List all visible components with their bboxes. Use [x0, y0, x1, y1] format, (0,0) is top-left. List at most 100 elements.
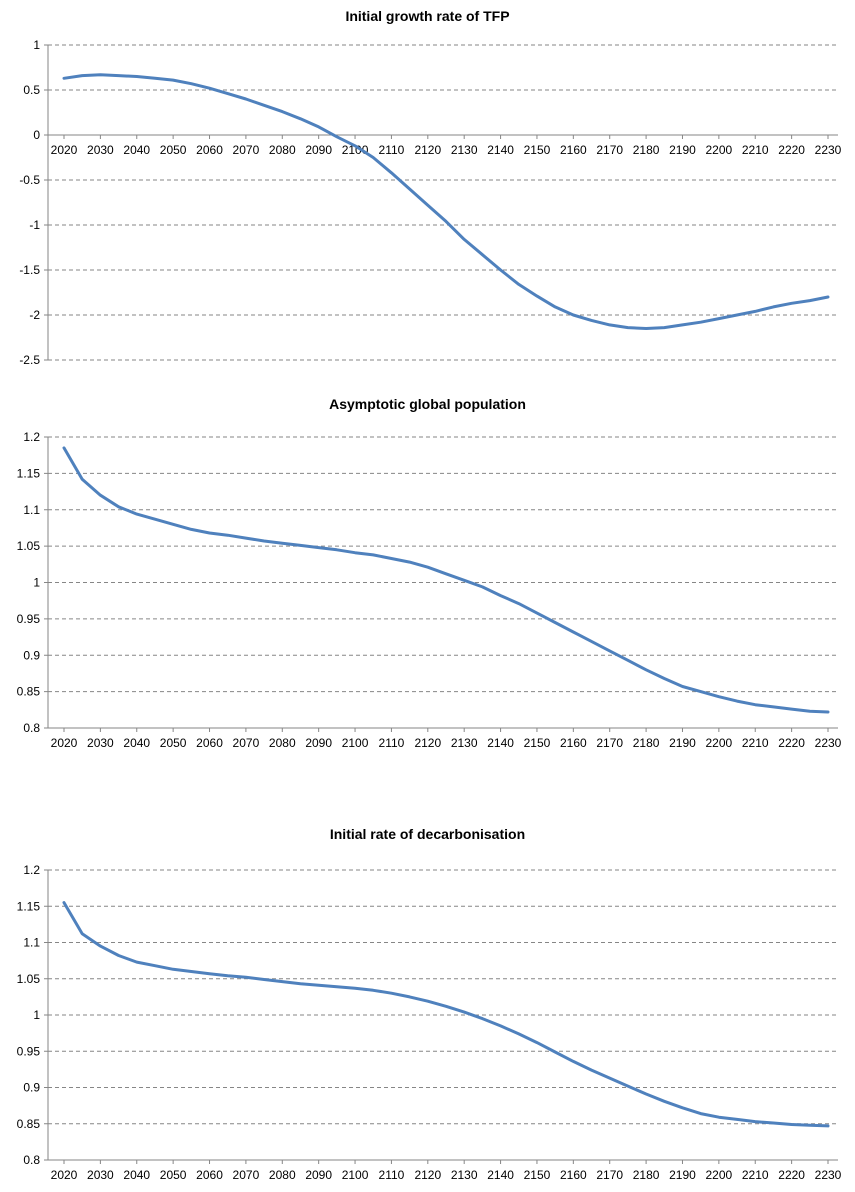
x-tick-label: 2040	[123, 143, 150, 157]
x-tick-label: 2030	[87, 1168, 114, 1182]
x-tick-label: 2190	[669, 1168, 696, 1182]
x-tick-label: 2180	[633, 1168, 660, 1182]
x-tick-label: 2110	[379, 736, 405, 750]
x-tick-label: 2210	[742, 736, 769, 750]
x-tick-label: 2120	[414, 1168, 441, 1182]
x-tick-label: 2130	[451, 143, 478, 157]
x-tick-label: 2080	[269, 143, 296, 157]
x-tick-label: 2180	[633, 736, 660, 750]
y-tick-label: 1.2	[23, 863, 40, 877]
x-tick-label: 2070	[233, 143, 260, 157]
x-tick-label: 2150	[524, 1168, 551, 1182]
x-tick-label: 2170	[596, 1168, 623, 1182]
y-tick-label: -2	[29, 308, 40, 322]
x-tick-label: 2150	[524, 736, 551, 750]
x-tick-label: 2190	[669, 736, 696, 750]
x-tick-label: 2140	[487, 143, 514, 157]
x-tick-label: 2090	[305, 736, 332, 750]
y-tick-label: 1	[33, 1008, 40, 1022]
chart-title: Asymptotic global population	[329, 396, 526, 412]
x-tick-label: 2070	[233, 1168, 260, 1182]
x-tick-label: 2220	[778, 143, 805, 157]
x-tick-label: 2020	[51, 736, 78, 750]
x-tick-label: 2140	[487, 1168, 514, 1182]
x-tick-label: 2050	[160, 736, 187, 750]
y-tick-label: 0.8	[23, 721, 40, 735]
x-tick-label: 2110	[379, 143, 405, 157]
y-tick-label: -0.5	[19, 173, 40, 187]
population-chart: 1.2 1.15 1.1 1.05 1 0.95 0.9 0.85 0.8 2020 2030 204…	[17, 430, 842, 750]
chart-panel-population: Asymptotic global population 1.2 1.15 1.1 1…	[0, 390, 855, 770]
x-tick-label: 2020	[51, 1168, 78, 1182]
x-tick-label: 2200	[706, 143, 733, 157]
y-tick-label: 0.8	[23, 1153, 40, 1167]
x-tick-label: 2200	[706, 736, 733, 750]
chart-title: Initial rate of decarbonisation	[329, 826, 526, 842]
chart-title: Initial growth rate of TFP	[345, 8, 510, 24]
x-tick-label: 2210	[742, 143, 769, 157]
series-line	[62, 901, 830, 1128]
x-tick-label: 2040	[123, 1168, 150, 1182]
y-tick-label: -1	[29, 218, 40, 232]
x-tick-label: 2210	[742, 1168, 769, 1182]
x-tick-label: 2100	[342, 736, 369, 750]
series-line	[62, 446, 830, 714]
x-tick-label: 2130	[451, 736, 478, 750]
y-tick-label: 1.2	[23, 430, 40, 444]
y-tick-label: 1.15	[17, 466, 41, 480]
x-tick-label: 2040	[123, 736, 150, 750]
x-tick-label: 2050	[160, 143, 187, 157]
x-tick-label: 2100	[342, 1168, 369, 1182]
x-tick-label: 2150	[524, 143, 551, 157]
x-tick-label: 2140	[487, 736, 514, 750]
y-tick-label: 1.1	[23, 503, 40, 517]
y-tick-label: 1.1	[23, 936, 40, 950]
y-tick-label: 1	[33, 38, 40, 52]
x-tick-label: 2130	[451, 1168, 478, 1182]
x-tick-label: 2080	[269, 736, 296, 750]
x-tick-label: 2080	[269, 1168, 296, 1182]
x-tick-label: 2060	[196, 1168, 223, 1182]
x-tick-label: 2220	[778, 1168, 805, 1182]
x-tick-label: 2230	[815, 736, 842, 750]
y-tick-label: 1.05	[17, 972, 41, 986]
chart-panel-decarbonisation: Initial rate of decarbonisation 1.2 1.15 1…	[0, 820, 855, 1192]
y-tick-label: 0.5	[23, 83, 40, 97]
tfp-chart: 1 0.5 0 -0.5 -1 -1.5 -2 -2.5 2020 2030 2040 2050 206…	[19, 38, 842, 367]
decarbonisation-chart: 1.2 1.15 1.1 1.05 1 0.95 0.9 0.85 0.8 2020 2030 204…	[17, 863, 842, 1182]
x-tick-label: 2030	[87, 143, 114, 157]
y-tick-label: 0.9	[23, 1081, 40, 1095]
y-tick-label: -2.5	[19, 353, 40, 367]
y-tick-label: 1.05	[17, 539, 41, 553]
x-tick-label: 2230	[815, 143, 842, 157]
x-tick-label: 2170	[596, 736, 623, 750]
x-tick-label: 2020	[51, 143, 78, 157]
y-tick-label: 1	[33, 576, 40, 590]
x-tick-label: 2070	[233, 736, 260, 750]
x-tick-label: 2120	[414, 736, 441, 750]
x-tick-label: 2160	[560, 143, 587, 157]
x-tick-label: 2050	[160, 1168, 187, 1182]
x-tick-label: 2060	[196, 143, 223, 157]
y-tick-label: 0.85	[17, 685, 41, 699]
x-tick-label: 2230	[815, 1168, 842, 1182]
y-tick-label: 1.15	[17, 899, 41, 913]
x-tick-label: 2220	[778, 736, 805, 750]
y-tick-label: 0.9	[23, 648, 40, 662]
y-tick-label: 0	[33, 128, 40, 142]
x-tick-label: 2090	[305, 143, 332, 157]
x-tick-label: 2110	[379, 1168, 405, 1182]
y-tick-label: 0.95	[17, 1044, 41, 1058]
x-tick-label: 2200	[706, 1168, 733, 1182]
x-tick-label: 2090	[305, 1168, 332, 1182]
chart-panel-tfp: Initial growth rate of TFP 1 0.5 0 -0.5 -1 -1…	[0, 0, 855, 380]
x-tick-label: 2120	[414, 143, 441, 157]
y-tick-label: -1.5	[19, 263, 40, 277]
x-tick-label: 2060	[196, 736, 223, 750]
x-tick-label: 2100	[342, 143, 369, 157]
x-tick-label: 2030	[87, 736, 114, 750]
y-tick-label: 0.85	[17, 1117, 41, 1131]
x-tick-label: 2160	[560, 736, 587, 750]
x-tick-label: 2180	[633, 143, 660, 157]
x-tick-label: 2190	[669, 143, 696, 157]
